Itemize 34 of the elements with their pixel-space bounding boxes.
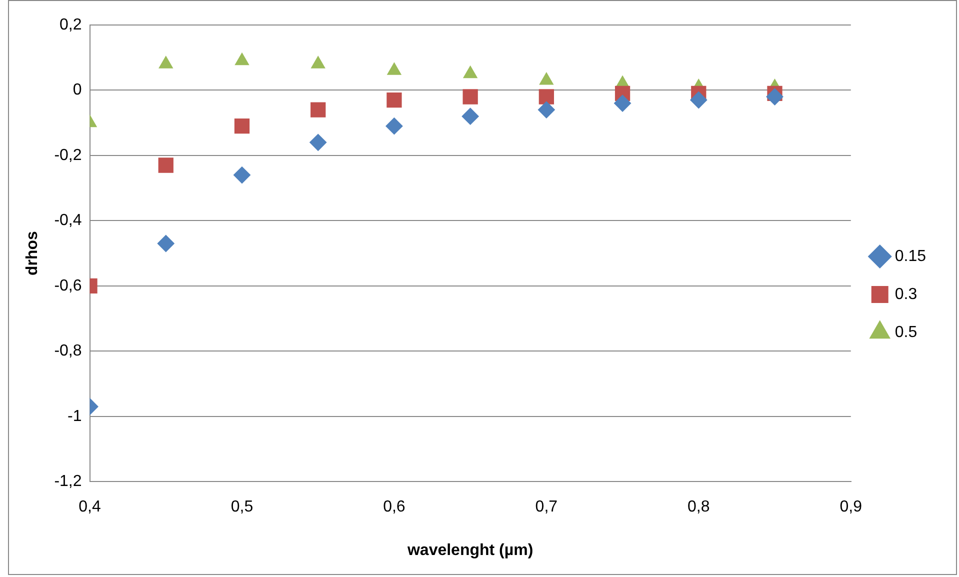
point — [538, 101, 555, 118]
point — [462, 89, 478, 104]
y-axis-title: drhos — [24, 230, 42, 276]
x-tick-label: 0,4 — [78, 498, 101, 516]
point — [690, 92, 708, 109]
point — [462, 108, 479, 125]
y-tick-label: -0,2 — [54, 146, 82, 164]
y-tick-label: -1 — [68, 408, 82, 425]
y-tick-label: 0,2 — [60, 16, 82, 34]
point — [386, 118, 403, 135]
x-axis-title: wavelenght (µm) — [406, 542, 534, 559]
x-tick-label: 0,6 — [383, 498, 406, 516]
point — [158, 158, 174, 173]
point — [766, 88, 784, 106]
point — [233, 166, 250, 184]
point — [157, 235, 174, 252]
point — [386, 92, 402, 108]
point — [310, 102, 326, 118]
x-tick-label: 0,8 — [688, 498, 710, 516]
y-tick-label: 0 — [72, 82, 82, 99]
x-tick-label: 0,9 — [840, 498, 862, 516]
legend-label: 0.3 — [894, 286, 918, 303]
point — [234, 118, 250, 134]
x-tick-label: 0,7 — [535, 498, 558, 516]
y-tick-label: -0,4 — [54, 212, 82, 230]
y-tick-label: -0,6 — [54, 277, 82, 294]
x-tick-label: 0,5 — [230, 498, 254, 516]
legend-label: 0.5 — [894, 324, 918, 341]
point — [310, 134, 327, 151]
point — [614, 94, 632, 112]
y-tick-label: -1,2 — [54, 473, 82, 490]
y-tick-label: -0,8 — [54, 342, 82, 360]
point — [538, 89, 554, 104]
legend-label: 0.15 — [894, 248, 926, 265]
